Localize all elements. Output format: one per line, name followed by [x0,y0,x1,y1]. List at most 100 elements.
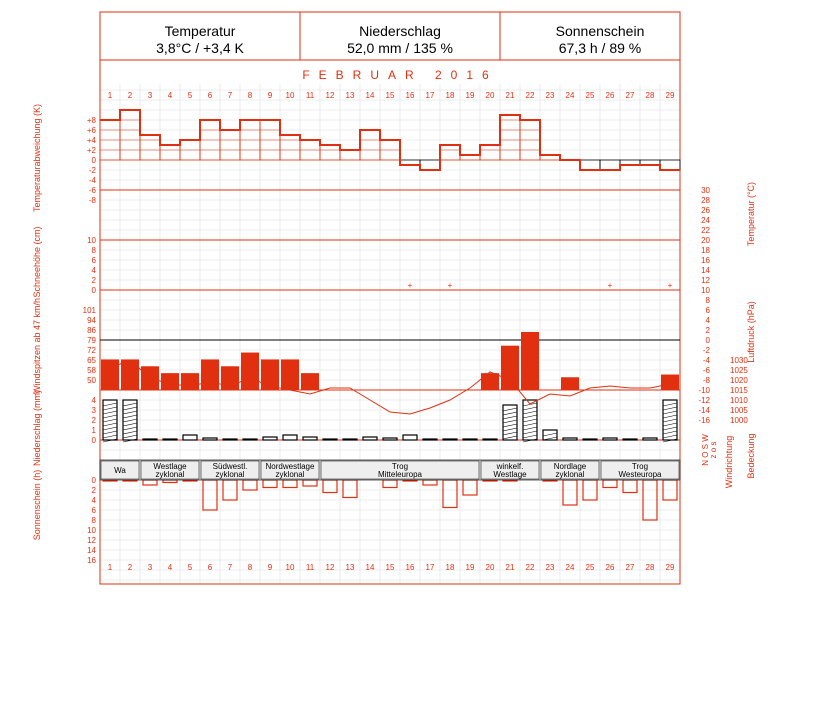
precip-hatch [522,434,538,439]
day-label-top: 17 [426,91,435,100]
precip-hatch [122,426,138,431]
precip-bar [442,438,458,441]
precip-bar [542,429,558,441]
tick-snow: 0 [92,286,97,295]
precip-hatch [102,414,118,419]
wind-gust-bar [661,374,679,390]
axis-title-wind: Windspitzen ab 47 km/h [32,298,42,394]
wind-gust-bar [121,359,139,390]
day-label-bottom: 12 [326,563,335,572]
axis-title-temp-anomaly: Temperaturabweichung (K) [32,104,42,212]
tick-temperature: 4 [706,316,711,325]
tick-temp-anomaly: +6 [87,126,97,135]
tick-wind: 65 [87,356,96,365]
precip-bar [182,434,198,441]
day-label-bottom: 2 [128,563,133,572]
precip-hatch [542,436,558,441]
tick-temperature: 8 [706,296,711,305]
day-label-top: 10 [286,91,295,100]
day-label-bottom: 3 [148,563,153,572]
wind-gust-bar [521,331,539,390]
grid [99,84,681,584]
precip-bar [462,438,478,441]
sunshine-bar [382,479,398,489]
tick-temperature: -16 [698,416,710,425]
tick-wind: 50 [87,376,96,385]
wind-gust-bar [261,359,279,390]
precip-hatch [102,430,118,435]
day-label-bottom: 22 [526,563,535,572]
snow-marker: + [668,281,673,290]
day-label-bottom: 4 [168,563,173,572]
axis-title-wind-direction: Windrichtung [724,436,734,489]
tick-temp-anomaly: -8 [89,196,97,205]
weather-type-label: Nordwestlage [266,462,315,471]
precip-hatch [522,438,538,443]
day-label-bottom: 8 [248,563,253,572]
header-sun-title: Sonnenschein [556,23,645,39]
tick-temperature: -4 [703,356,711,365]
sunshine-bar [462,479,478,496]
tick-snow: 10 [87,236,96,245]
precip-hatch [502,407,518,412]
compass-legend: N O S W [701,434,710,466]
temp-anomaly-bar [219,129,241,161]
snow-marker: + [448,281,453,290]
precip-bar [302,436,318,441]
precip-hatch [122,402,138,407]
tick-temperature: 12 [701,276,710,285]
day-label-top: 23 [546,91,555,100]
day-label-top: 6 [208,91,213,100]
tick-sunshine: 0 [92,476,97,485]
tick-precip: 1 [92,426,97,435]
weather-type-label: Südwestl. [213,462,248,471]
tick-temperature: 16 [701,256,710,265]
sunshine-bar [322,479,338,494]
tick-wind: 86 [87,326,96,335]
compass-legend-2: z o s [709,442,718,459]
precip-hatch [502,415,518,420]
precip-hatch [662,414,678,419]
precip-hatch [522,430,538,435]
precip-bar [142,438,158,441]
temp-anomaly-bar [119,109,141,161]
tick-snow: 6 [92,256,97,265]
precip-hatch [102,410,118,415]
day-label-bottom: 11 [306,563,315,572]
wind-gust-bar [181,373,199,390]
precip-bar [562,437,578,441]
day-label-bottom: 23 [546,563,555,572]
day-label-bottom: 1 [108,563,113,572]
temp-anomaly-bar [439,144,461,161]
precip-hatch [662,406,678,411]
precip-hatch [662,430,678,435]
day-label-bottom: 29 [666,563,675,572]
day-label-top: 28 [646,91,655,100]
precip-hatch [502,419,518,424]
tick-snow: 4 [92,266,97,275]
precip-hatch [122,418,138,423]
axis-title-precip: Niederschlag (mm) [32,390,42,466]
axis-title-pressure: Luftdruck (hPa) [746,301,756,363]
precip-bar [122,399,138,441]
axis-title-snow: Schneehöhe (cm) [32,226,42,297]
tick-precip: 0 [92,436,97,445]
tick-wind: 79 [87,336,96,345]
wind-gust-bar [161,373,179,390]
day-label-bottom: 7 [228,563,233,572]
sunshine-bar [262,479,278,489]
weather-type-cell [480,460,540,480]
tick-temperature: 2 [706,326,711,335]
precip-hatch [522,414,538,419]
day-label-bottom: 17 [426,563,435,572]
day-label-bottom: 18 [446,563,455,572]
tick-temp-anomaly: -4 [89,176,97,185]
day-label-top: 19 [466,91,475,100]
wind-gust-bar [101,359,119,390]
temp-anomaly-bar [599,159,621,171]
day-label-top: 18 [446,91,455,100]
axis-title-temperature: Temperatur (°C) [746,182,756,246]
day-label-top: 15 [386,91,395,100]
day-label-top: 29 [666,91,675,100]
precip-hatch [502,423,518,428]
